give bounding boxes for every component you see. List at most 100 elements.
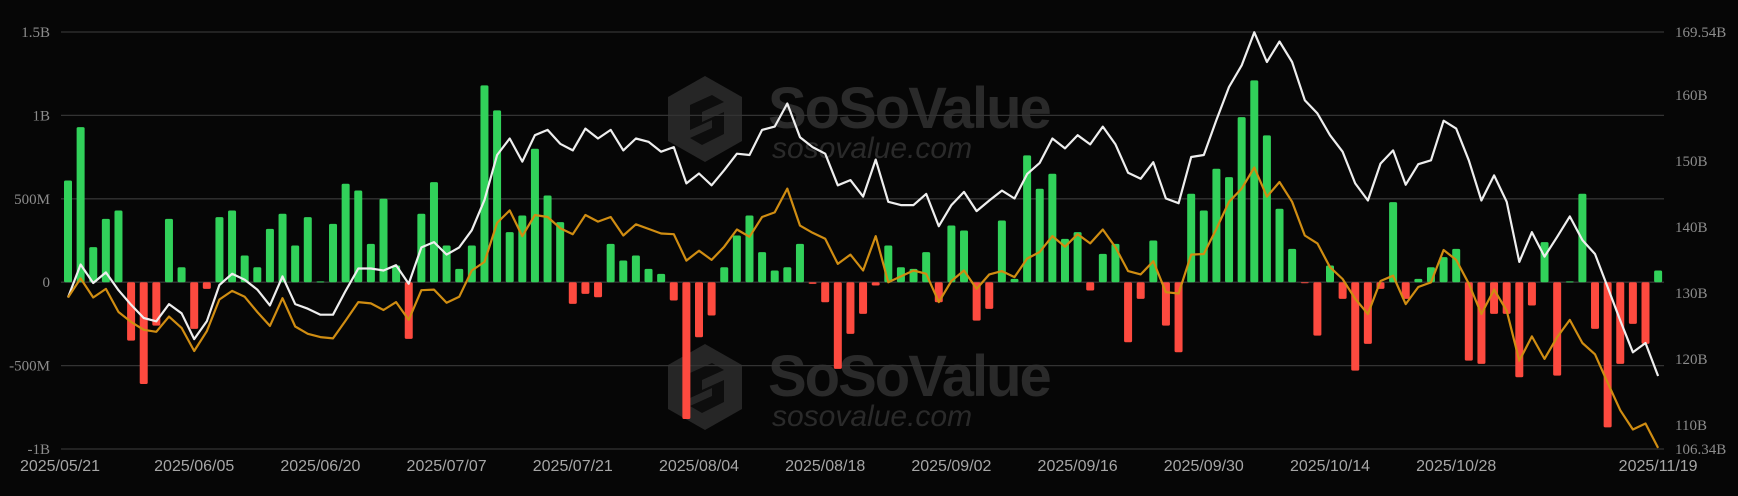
right-axis: 169.54B 160B 150B 140B 130B 120B 110B 106.34B: [1675, 25, 1726, 458]
outflow-bar: [1086, 282, 1095, 291]
x-axis-tick-label: 2025/05/21: [20, 458, 100, 475]
x-axis-tick-label: 2025/06/05: [154, 458, 234, 475]
outflow-bar: [1553, 282, 1562, 376]
inflow-bar: [379, 198, 388, 283]
x-axis-tick-label: 2025/10/28: [1416, 458, 1496, 475]
inflow-bar: [1414, 278, 1423, 283]
outflow-bar: [190, 282, 199, 329]
x-axis-tick-label: 2025/11/19: [1619, 458, 1698, 475]
left-axis: 1.5B 1B 500M 0 -500M -1B: [9, 25, 50, 458]
sosovalue-logo-icon: [668, 344, 742, 430]
inflow-bar: [884, 245, 893, 283]
right-axis-tick-label: 169.54B: [1675, 25, 1726, 41]
x-axis-tick-label: 2025/09/02: [911, 458, 991, 475]
outflow-bar: [1490, 282, 1499, 314]
watermark-url: sosovalue.com: [772, 132, 972, 165]
inflow-bar: [64, 180, 72, 283]
inflow-bar: [631, 255, 640, 283]
inflow-bar: [518, 215, 527, 283]
inflow-bar: [1237, 117, 1246, 283]
inflow-bar: [606, 243, 615, 283]
inflow-bar: [1439, 257, 1448, 283]
watermark-url: sosovalue.com: [772, 400, 972, 433]
left-axis-tick-label: 1.5B: [21, 25, 50, 41]
inflow-bar: [947, 225, 956, 283]
inflow-bar: [1288, 248, 1297, 283]
right-axis-tick-label: 110B: [1675, 418, 1707, 434]
inflow-bar: [1225, 177, 1234, 283]
x-axis-tick-label: 2025/07/21: [533, 458, 613, 475]
x-axis: 2025/05/21 2025/06/05 2025/06/20 2025/07/07…: [20, 458, 1698, 475]
inflow-bar: [1048, 173, 1057, 283]
series-lines: [66, 31, 1660, 449]
outflow-bar: [695, 282, 703, 338]
right-axis-tick-label: 120B: [1675, 352, 1708, 368]
inflow-bar: [1389, 202, 1398, 283]
inflow-bar: [758, 252, 767, 283]
right-axis-tick-label: 150B: [1675, 154, 1708, 170]
right-axis-tick-label: 140B: [1675, 220, 1708, 236]
outflow-bar: [1515, 282, 1524, 378]
outflow-bar: [581, 282, 590, 294]
outflow-bar: [846, 282, 855, 334]
outflow-bar: [1313, 282, 1322, 336]
inflow-bar: [76, 127, 85, 283]
inflow-bar: [922, 252, 931, 283]
outflow-bar: [1300, 282, 1309, 284]
outflow-bar: [669, 282, 678, 301]
inflow-bar: [997, 220, 1006, 283]
inflow-bar: [783, 267, 792, 283]
outflow-bar: [139, 282, 148, 384]
inflow-bar: [89, 247, 98, 283]
inflow-bar: [455, 268, 464, 283]
watermark-title: SoSoValue: [768, 344, 1051, 409]
inflow-bar: [770, 270, 779, 283]
inflow-bar: [1212, 168, 1221, 283]
outflow-bar: [833, 282, 842, 369]
outflow-bar: [1338, 282, 1347, 299]
inflow-bar: [316, 281, 325, 283]
inflow-bar: [177, 267, 186, 283]
inflow-bar: [253, 267, 262, 283]
outflow-bar: [127, 282, 136, 341]
outflow-bar: [985, 282, 994, 309]
outflow-bar: [707, 282, 716, 316]
inflow-bar: [114, 210, 123, 283]
right-axis-tick-label: 106.34B: [1675, 442, 1726, 458]
outflow-bar: [808, 282, 817, 284]
inflow-bar: [1275, 208, 1284, 283]
inflow-bar: [644, 268, 653, 283]
inflow-bar: [1098, 253, 1107, 283]
left-axis-tick-label: 1B: [32, 108, 50, 124]
inflow-bar: [1565, 281, 1574, 283]
sosovalue-logo-icon: [668, 76, 742, 162]
inflow-bar: [265, 228, 274, 283]
x-axis-tick-label: 2025/07/07: [407, 458, 487, 475]
outflow-bar: [871, 282, 880, 286]
x-axis-tick-label: 2025/08/04: [659, 458, 739, 475]
outflow-bar: [1124, 282, 1133, 343]
inflow-bar: [291, 245, 300, 283]
outflow-bar: [568, 282, 577, 304]
inflow-bar: [164, 218, 173, 283]
outflow-bar: [1174, 282, 1183, 353]
outflow-bar: [1603, 282, 1612, 428]
watermark-title: SoSoValue: [768, 76, 1051, 141]
watermark-bottom: SoSoValue sosovalue.com: [668, 344, 1053, 433]
inflow-bar: [1035, 188, 1044, 283]
flow-bars: [64, 80, 1663, 428]
inflow-bar: [1654, 270, 1663, 283]
inflow-bar: [366, 243, 375, 283]
outflow-bar: [152, 282, 161, 326]
inflow-bar: [543, 195, 552, 283]
inflow-bar: [278, 213, 287, 283]
outflow-bar: [594, 282, 603, 298]
right-axis-tick-label: 160B: [1675, 88, 1708, 104]
orange-series-line: [67, 166, 1660, 449]
inflow-bar: [720, 267, 729, 283]
outflow-bar: [821, 282, 830, 303]
outflow-bar: [682, 282, 691, 419]
outflow-bar: [1477, 282, 1486, 364]
outflow-bar: [1641, 282, 1650, 344]
outflow-bar: [859, 282, 868, 314]
